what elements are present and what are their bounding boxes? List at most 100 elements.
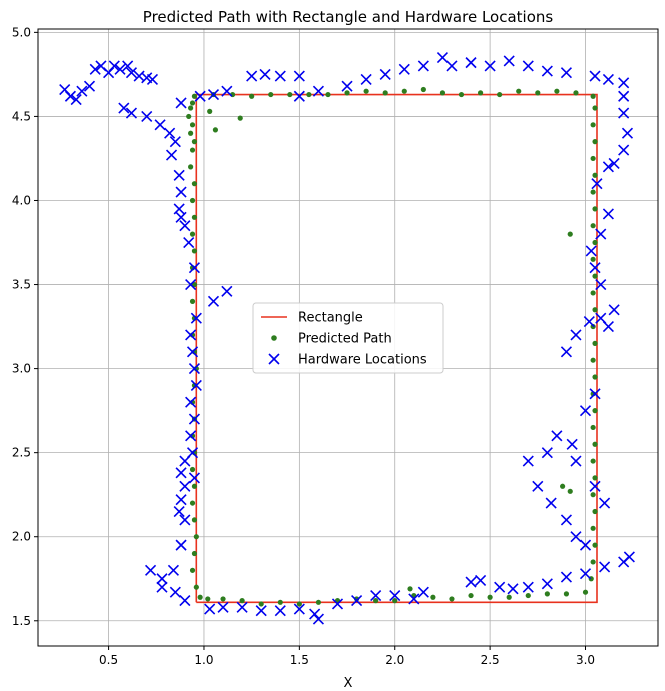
- predicted-path-point: [296, 601, 302, 607]
- hardware-location-point: [165, 149, 178, 161]
- hardware-location-point: [560, 571, 572, 583]
- predicted-path-point: [382, 90, 388, 96]
- predicted-path-point: [567, 231, 573, 237]
- predicted-path-point: [373, 598, 379, 604]
- hardware-location-point: [541, 65, 553, 77]
- predicted-path-point: [590, 323, 596, 330]
- hardware-location-point: [583, 315, 595, 328]
- predicted-path-point: [193, 534, 199, 540]
- grid-lines: [38, 29, 658, 646]
- hardware-location-point: [621, 127, 634, 139]
- predicted-path-point: [191, 181, 198, 187]
- hardware-location-point: [341, 80, 353, 92]
- hardware-location-point: [154, 119, 166, 131]
- legend-entry-label: Rectangle: [298, 311, 363, 326]
- predicted-path-point: [191, 214, 198, 220]
- hardware-location-point: [465, 57, 477, 69]
- hardware-location-point: [541, 578, 553, 590]
- predicted-path-point: [189, 147, 196, 153]
- predicted-path-point: [592, 408, 598, 414]
- hardware-location-point: [173, 505, 185, 518]
- x-tick-label: 1.0: [194, 653, 213, 667]
- hardware-location-point: [551, 430, 563, 442]
- y-tick-label: 2.5: [12, 446, 31, 460]
- predicted-path-point: [592, 542, 598, 548]
- hardware-location-point: [125, 107, 138, 119]
- legend-entry-label: Predicted Path: [298, 332, 392, 347]
- hardware-location-point: [608, 304, 620, 316]
- predicted-path-point: [590, 424, 596, 431]
- y-tick-label: 3.5: [12, 278, 31, 292]
- hardware-location-point: [589, 70, 601, 82]
- hardware-location-point: [599, 561, 611, 573]
- hardware-location-point: [618, 77, 630, 89]
- hardware-location-point: [179, 595, 191, 607]
- predicted-path-point: [592, 441, 598, 447]
- hardware-location-point: [175, 186, 187, 198]
- predicted-path-point: [188, 105, 194, 111]
- predicted-path-point: [516, 88, 522, 94]
- predicted-path-point: [560, 483, 566, 489]
- predicted-path-point: [189, 500, 196, 506]
- hardware-location-point: [293, 603, 305, 615]
- hardware-location-point: [173, 169, 185, 181]
- predicted-path-point: [458, 91, 465, 98]
- predicted-path-point: [420, 86, 426, 93]
- hardware-location-point: [188, 413, 200, 425]
- predicted-path-point: [258, 601, 264, 607]
- predicted-path-point: [590, 559, 596, 565]
- hardware-location-point: [185, 329, 197, 341]
- predicted-path-point: [197, 594, 203, 600]
- hardware-location-point: [351, 595, 363, 607]
- hardware-location-point: [185, 396, 197, 408]
- chart-title: Predicted Path with Rectangle and Hardwa…: [143, 8, 554, 26]
- predicted-path-point: [363, 88, 369, 94]
- hardware-location-point: [207, 295, 220, 307]
- hardware-location-point: [522, 455, 534, 467]
- x-tick-label: 2.0: [385, 653, 404, 667]
- predicted-path-point: [592, 475, 598, 481]
- predicted-path-point: [468, 592, 474, 599]
- y-tick-label: 4.5: [12, 109, 31, 123]
- hardware-location-point: [566, 438, 578, 450]
- predicted-path-point: [315, 599, 322, 605]
- hardware-location-point: [589, 262, 601, 274]
- hardware-location-point: [186, 346, 199, 358]
- hardware-location-point: [255, 605, 267, 617]
- hardware-location-point: [89, 63, 101, 75]
- rectangle-line: [195, 93, 598, 604]
- predicted-path-point: [590, 256, 596, 262]
- x-tick-label: 2.5: [481, 653, 500, 667]
- hardware-location-point: [560, 346, 572, 358]
- hardware-location-point: [312, 613, 324, 625]
- hardware-location-point: [146, 73, 159, 86]
- predicted-path-point: [592, 508, 598, 515]
- predicted-path-point: [590, 290, 596, 296]
- hardware-location-point: [370, 589, 382, 602]
- hardware-location-point: [494, 581, 506, 593]
- hardware-location-point: [207, 89, 220, 101]
- predicted-path-point: [191, 483, 198, 489]
- predicted-path-point: [590, 458, 596, 464]
- predicted-path-point: [477, 90, 484, 96]
- hardware-location-point: [379, 68, 391, 80]
- hardware-location-point: [293, 90, 305, 102]
- predicted-path-point: [306, 91, 312, 98]
- predicted-path-point: [191, 93, 198, 99]
- x-axis-ticks: 0.5 1.0 1.5 2.0 2.5 3.0: [99, 646, 595, 667]
- hardware-location-point: [522, 581, 534, 593]
- x-axis-label: X: [344, 676, 353, 691]
- predicted-path-point: [590, 189, 596, 195]
- hardware-location-point: [475, 574, 487, 586]
- hardware-location-point: [417, 586, 429, 598]
- hardware-location-point: [532, 480, 544, 492]
- hardware-location-point: [83, 80, 96, 92]
- hardware-location-point: [591, 178, 603, 190]
- predicted-path-point: [205, 596, 211, 602]
- legend: Rectangle Predicted Path Hardware Location…: [252, 302, 444, 374]
- y-tick-label: 2.0: [12, 530, 31, 544]
- predicted-path-point: [189, 298, 196, 304]
- predicted-path-point: [567, 488, 573, 494]
- hardware-location-point: [570, 329, 582, 341]
- hardware-location-point: [579, 539, 592, 551]
